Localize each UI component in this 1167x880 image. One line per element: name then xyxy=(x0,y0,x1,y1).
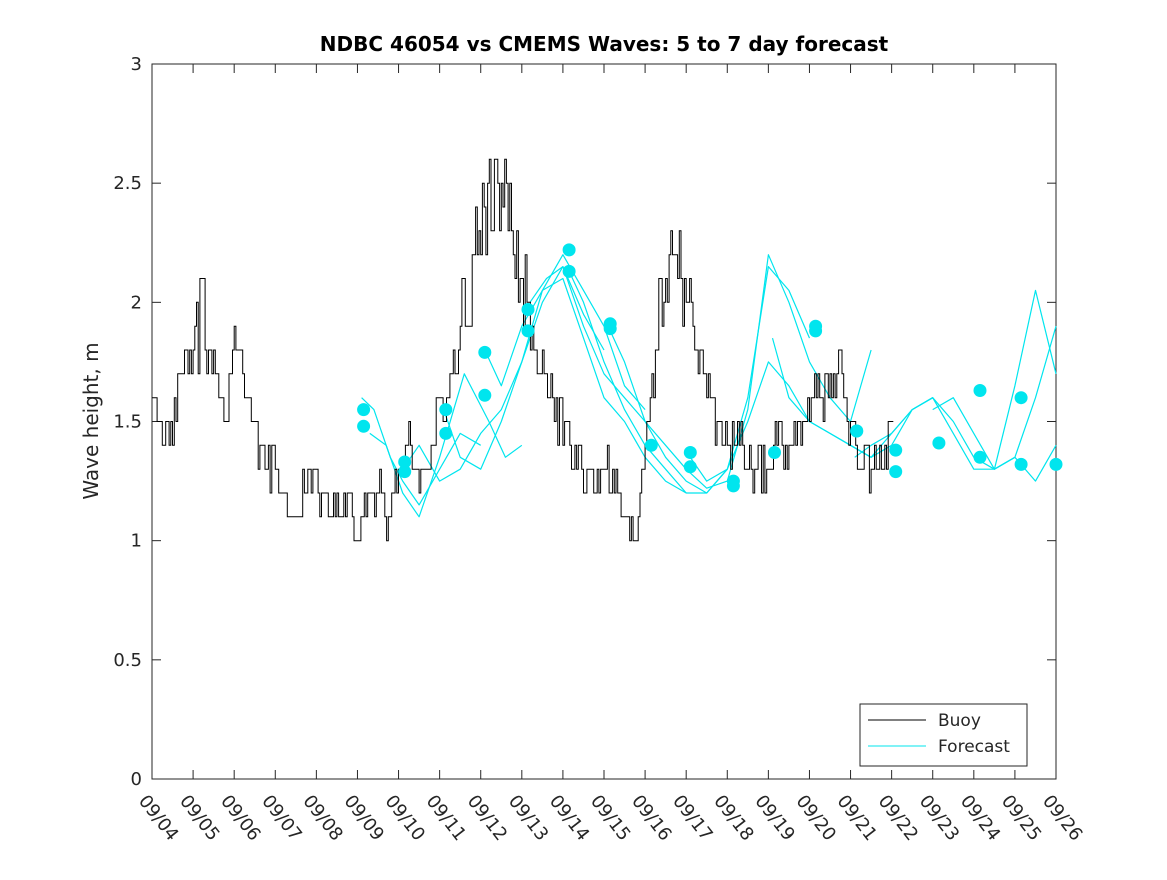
forecast-start-point xyxy=(439,426,453,440)
forecast-start-point xyxy=(398,465,412,479)
y-tick-label: 3 xyxy=(131,54,142,75)
forecast-start-point xyxy=(850,424,864,438)
forecast-start-point xyxy=(932,436,946,450)
forecast-start-point xyxy=(683,460,697,474)
forecast-start-point xyxy=(398,455,412,469)
forecast-start-point xyxy=(683,446,697,459)
forecast-start-point xyxy=(768,446,781,459)
legend: Buoy Forecast xyxy=(859,703,1028,767)
forecast-start-point xyxy=(973,450,987,464)
forecast-start-point xyxy=(521,324,535,338)
forecast-start-point xyxy=(1049,457,1063,471)
forecast-start-point xyxy=(439,403,453,417)
plot-area xyxy=(151,63,1057,780)
legend-buoy-label: Buoy xyxy=(938,711,981,731)
forecast-start-point xyxy=(973,384,987,397)
forecast-start-point xyxy=(562,243,576,257)
forecast-start-point xyxy=(357,403,371,417)
forecast-start-point xyxy=(1014,391,1028,405)
forecast-start-point xyxy=(889,465,903,479)
y-tick-label: 2 xyxy=(131,292,142,313)
forecast-start-point xyxy=(478,388,492,402)
forecast-start-point xyxy=(478,345,492,359)
y-axis-label: Wave height, m xyxy=(79,342,103,499)
forecast-line xyxy=(484,277,687,494)
y-tick-label: 2.5 xyxy=(113,173,142,194)
forecast-line xyxy=(529,266,728,494)
forecast-start-point xyxy=(1014,457,1028,471)
forecast-start-point xyxy=(809,324,823,338)
buoy-series xyxy=(152,158,894,542)
y-tick-label: 1 xyxy=(131,531,142,552)
buoy-line xyxy=(152,158,894,542)
forecast-line xyxy=(566,266,811,494)
forecast-start-point xyxy=(521,303,535,316)
forecast-start-point xyxy=(357,419,371,433)
y-tick-label: 0 xyxy=(131,769,142,790)
y-tick-label: 0.5 xyxy=(113,650,142,671)
chart-title: NDBC 46054 vs CMEMS Waves: 5 to 7 day fo… xyxy=(320,32,889,56)
legend-box xyxy=(859,703,1028,767)
forecast-line xyxy=(361,397,482,506)
forecast-start-point xyxy=(562,264,576,278)
forecast-start-point xyxy=(644,438,658,452)
forecast-start-points xyxy=(357,243,1063,493)
forecast-line xyxy=(369,373,523,518)
forecast-start-point xyxy=(603,322,617,336)
forecast-line xyxy=(932,289,1057,470)
y-axis-ticks: 0 0.5 1 1.5 2 2.5 3 xyxy=(113,54,1056,790)
forecast-series xyxy=(361,254,1057,518)
forecast-line xyxy=(402,266,605,482)
legend-forecast-label: Forecast xyxy=(938,737,1010,757)
forecast-start-point xyxy=(726,479,740,493)
y-tick-label: 1.5 xyxy=(113,412,142,433)
forecast-start-point xyxy=(889,443,903,457)
